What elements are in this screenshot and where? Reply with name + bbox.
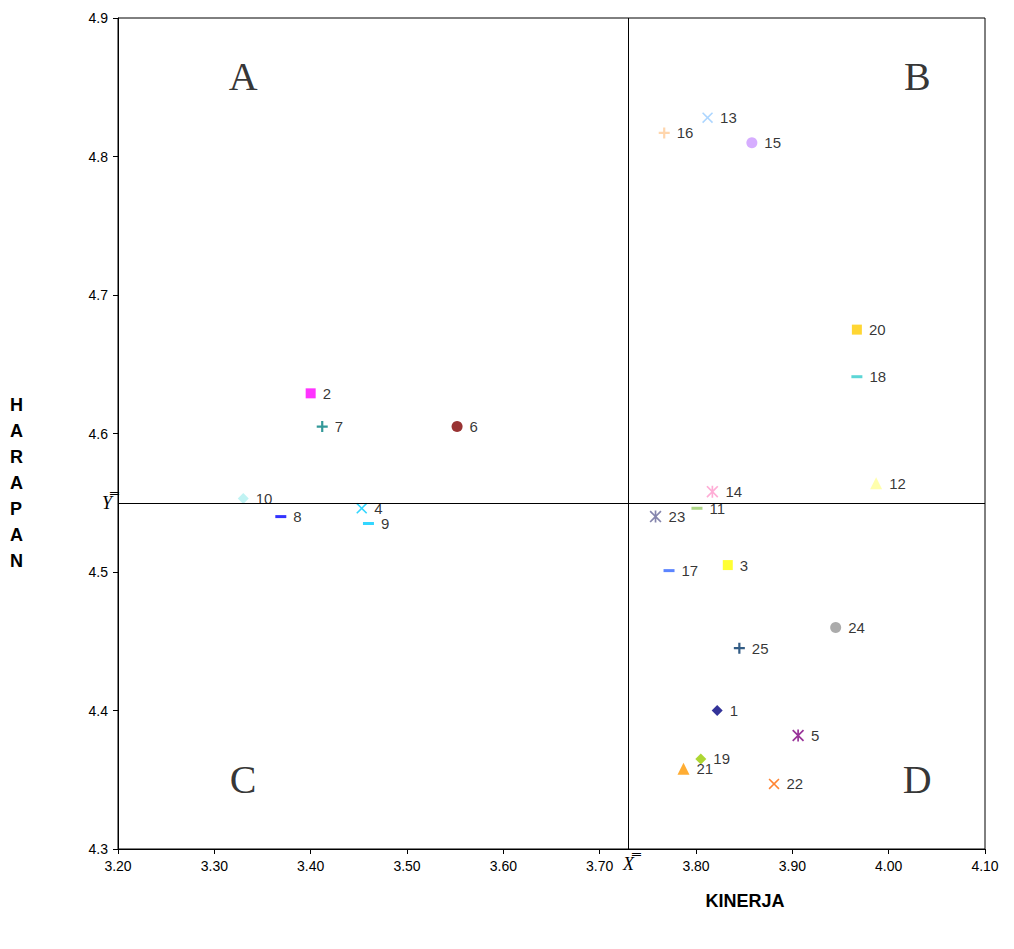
svg-text:7: 7	[335, 418, 343, 435]
svg-text:4.00: 4.00	[875, 858, 902, 874]
svg-text:4.4: 4.4	[89, 703, 109, 719]
svg-text:D: D	[903, 757, 932, 802]
svg-text:23: 23	[669, 508, 686, 525]
svg-text:4.6: 4.6	[89, 426, 109, 442]
svg-text:4.8: 4.8	[89, 149, 109, 165]
svg-text:3.90: 3.90	[779, 858, 806, 874]
svg-text:KINERJA: KINERJA	[705, 891, 784, 911]
svg-text:5: 5	[811, 727, 819, 744]
svg-text:Y̿: Y̿	[102, 492, 119, 513]
svg-text:3.50: 3.50	[393, 858, 420, 874]
svg-text:20: 20	[869, 321, 886, 338]
svg-text:4.10: 4.10	[971, 858, 998, 874]
svg-text:A: A	[10, 525, 23, 545]
svg-text:3.60: 3.60	[490, 858, 517, 874]
svg-text:24: 24	[848, 619, 865, 636]
svg-text:12: 12	[889, 475, 906, 492]
svg-text:16: 16	[677, 124, 694, 141]
svg-text:A: A	[10, 473, 23, 493]
svg-text:4.7: 4.7	[89, 287, 109, 303]
svg-text:3.40: 3.40	[297, 858, 324, 874]
svg-text:25: 25	[752, 640, 769, 657]
svg-text:15: 15	[764, 134, 781, 151]
svg-text:13: 13	[720, 109, 737, 126]
svg-text:6: 6	[470, 418, 478, 435]
svg-text:9: 9	[381, 515, 389, 532]
svg-text:19: 19	[713, 750, 730, 767]
svg-text:18: 18	[869, 368, 886, 385]
svg-text:3.80: 3.80	[682, 858, 709, 874]
svg-text:4.9: 4.9	[89, 10, 109, 26]
svg-text:4.3: 4.3	[89, 841, 109, 857]
svg-text:21: 21	[696, 760, 713, 777]
svg-text:3.70: 3.70	[586, 858, 613, 874]
svg-text:N: N	[10, 551, 23, 571]
svg-text:P: P	[10, 499, 22, 519]
svg-text:H: H	[10, 395, 23, 415]
svg-text:8: 8	[293, 508, 301, 525]
svg-text:C: C	[230, 757, 257, 802]
svg-text:4.5: 4.5	[89, 564, 109, 580]
svg-text:X̿: X̿	[622, 853, 641, 874]
svg-text:4: 4	[374, 499, 383, 517]
svg-text:3: 3	[740, 557, 748, 574]
svg-text:11: 11	[709, 500, 725, 517]
svg-text:B: B	[904, 54, 931, 99]
svg-text:A: A	[10, 421, 23, 441]
svg-text:14: 14	[725, 483, 742, 500]
svg-text:17: 17	[682, 562, 699, 579]
svg-text:3.30: 3.30	[201, 858, 228, 874]
svg-text:2: 2	[323, 385, 331, 402]
svg-text:10: 10	[256, 490, 273, 507]
svg-text:R: R	[10, 447, 23, 467]
svg-text:A: A	[229, 54, 258, 99]
svg-text:3.20: 3.20	[104, 858, 131, 874]
svg-text:22: 22	[787, 775, 804, 792]
svg-text:1: 1	[730, 702, 738, 719]
